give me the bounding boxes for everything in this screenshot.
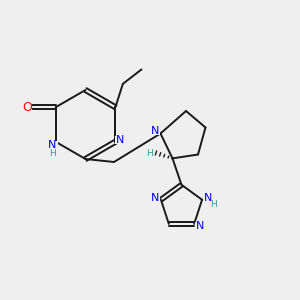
Text: N: N bbox=[152, 193, 160, 203]
Text: N: N bbox=[151, 126, 159, 136]
Text: H: H bbox=[146, 148, 153, 158]
Bar bbox=[115, 136, 125, 144]
Bar bbox=[203, 194, 213, 202]
Bar bbox=[23, 103, 32, 111]
Text: N: N bbox=[195, 221, 204, 231]
Bar bbox=[146, 149, 153, 157]
Bar bbox=[210, 200, 217, 208]
Bar bbox=[151, 194, 160, 202]
Bar bbox=[46, 140, 58, 155]
Bar bbox=[151, 127, 160, 135]
Text: O: O bbox=[22, 101, 32, 114]
Text: H: H bbox=[49, 148, 56, 158]
Bar bbox=[195, 222, 204, 230]
Text: N: N bbox=[48, 140, 56, 150]
Text: N: N bbox=[204, 193, 212, 203]
Text: N: N bbox=[116, 135, 124, 145]
Text: H: H bbox=[210, 200, 217, 209]
